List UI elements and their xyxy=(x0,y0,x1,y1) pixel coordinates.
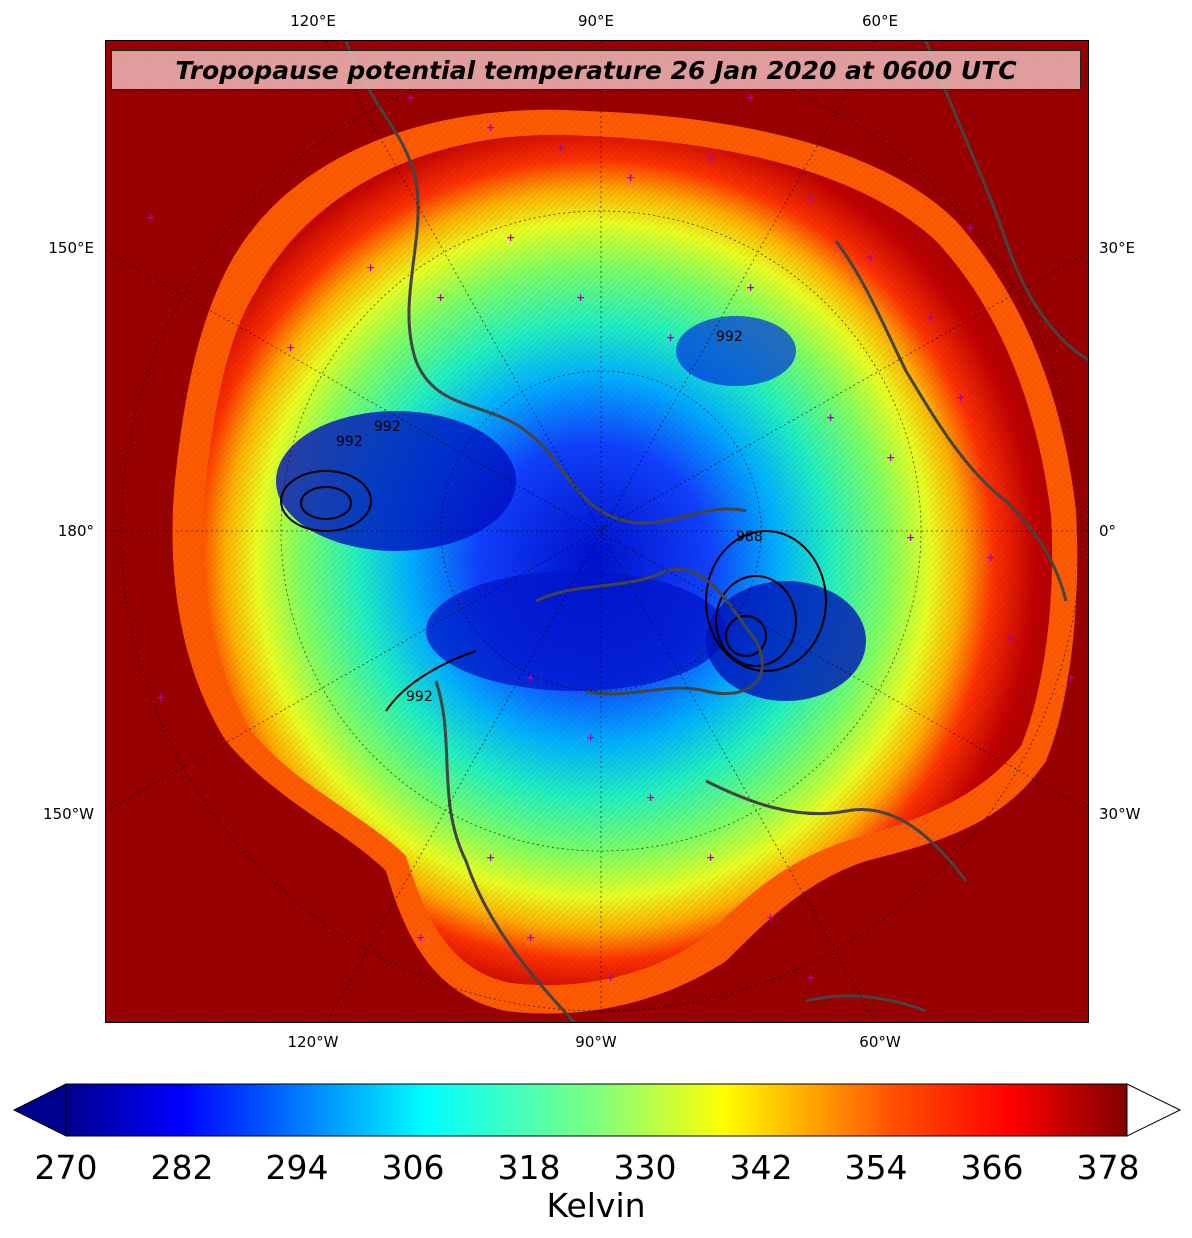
svg-text:+: + xyxy=(416,931,425,944)
map-panel: 992 988 992 992 992 xyxy=(105,40,1089,1023)
lon-label-left: 150°E xyxy=(48,239,94,257)
colorbar-gradient xyxy=(65,1083,1128,1137)
svg-text:+: + xyxy=(886,451,895,464)
svg-text:+: + xyxy=(706,151,715,164)
lon-label-bottom: 60°W xyxy=(859,1033,901,1051)
svg-text:+: + xyxy=(646,791,655,804)
lon-label-top: 90°E xyxy=(577,12,615,30)
svg-text:+: + xyxy=(1066,671,1075,684)
svg-text:+: + xyxy=(526,671,535,684)
lon-label-bottom: 120°W xyxy=(287,1033,339,1051)
svg-text:+: + xyxy=(576,291,585,304)
svg-text:+: + xyxy=(586,731,595,744)
contour-label: 992 xyxy=(374,419,401,435)
colorbar-extend-high xyxy=(1126,1083,1182,1137)
svg-text:+: + xyxy=(746,91,755,104)
lon-label-left: 180° xyxy=(57,522,94,540)
svg-text:+: + xyxy=(436,291,445,304)
svg-text:+: + xyxy=(746,281,755,294)
svg-text:+: + xyxy=(1006,631,1015,644)
svg-text:+: + xyxy=(486,851,495,864)
colorbar-label: Kelvin xyxy=(546,1186,646,1225)
cold-core-north xyxy=(676,316,796,386)
colorbar-extend-low xyxy=(12,1083,67,1137)
colorbar-tick: 306 xyxy=(381,1148,445,1187)
colorbar-tick: 282 xyxy=(150,1148,214,1187)
colorbar-tick: 378 xyxy=(1076,1148,1140,1187)
svg-text:+: + xyxy=(766,911,775,924)
contour-label: 992 xyxy=(716,329,743,345)
cold-core-center xyxy=(426,571,726,691)
lon-label-right: 30°W xyxy=(1099,805,1141,823)
map-canvas: 992 988 992 992 992 xyxy=(106,41,1088,1022)
colorbar xyxy=(12,1083,1182,1137)
lon-label-top: 120°E xyxy=(290,12,336,30)
svg-text:+: + xyxy=(806,191,815,204)
svg-text:+: + xyxy=(666,331,675,344)
lon-label-bottom: 90°W xyxy=(575,1033,617,1051)
svg-text:+: + xyxy=(806,971,815,984)
colorbar-tick: 318 xyxy=(497,1148,561,1187)
lon-label-right: 30°E xyxy=(1099,239,1136,257)
colorbar-tick: 330 xyxy=(613,1148,677,1187)
isentrope-texture xyxy=(106,41,1088,1022)
lon-label-top: 60°E xyxy=(861,12,899,30)
coastlines xyxy=(344,41,1088,1022)
colorbar-tick: 270 xyxy=(34,1148,98,1187)
svg-text:+: + xyxy=(866,251,875,264)
svg-text:+: + xyxy=(826,411,835,424)
svg-text:+: + xyxy=(486,121,495,134)
lon-label-left: 150°W xyxy=(43,805,94,823)
svg-text:+: + xyxy=(966,221,975,234)
svg-text:+: + xyxy=(366,261,375,274)
svg-text:+: + xyxy=(956,391,965,404)
svg-text:+: + xyxy=(986,551,995,564)
svg-text:+: + xyxy=(606,971,615,984)
contour-label: 992 xyxy=(336,434,363,450)
map-title: Tropopause potential temperature 26 Jan … xyxy=(111,50,1081,90)
contour-label: 988 xyxy=(736,529,763,545)
cold-core-east xyxy=(706,581,866,701)
colorbar-tick: 366 xyxy=(960,1148,1024,1187)
svg-text:+: + xyxy=(626,171,635,184)
cold-core-west xyxy=(276,411,516,551)
svg-text:+: + xyxy=(906,531,915,544)
station-markers: +++ +++ +++ +++ +++ +++ +++ +++ +++ +++ … xyxy=(146,91,1075,984)
lon-label-right: 0° xyxy=(1099,522,1117,540)
svg-text:+: + xyxy=(506,231,515,244)
colorbar-tick: 342 xyxy=(729,1148,793,1187)
svg-text:+: + xyxy=(406,91,415,104)
contour-label: 992 xyxy=(406,689,433,705)
svg-text:+: + xyxy=(286,341,295,354)
svg-text:+: + xyxy=(526,931,535,944)
svg-text:+: + xyxy=(556,141,565,154)
colorbar-tick: 294 xyxy=(265,1148,329,1187)
svg-text:+: + xyxy=(156,691,165,704)
svg-text:+: + xyxy=(926,311,935,324)
svg-text:+: + xyxy=(706,851,715,864)
colorbar-tick: 354 xyxy=(844,1148,908,1187)
svg-text:+: + xyxy=(146,211,155,224)
